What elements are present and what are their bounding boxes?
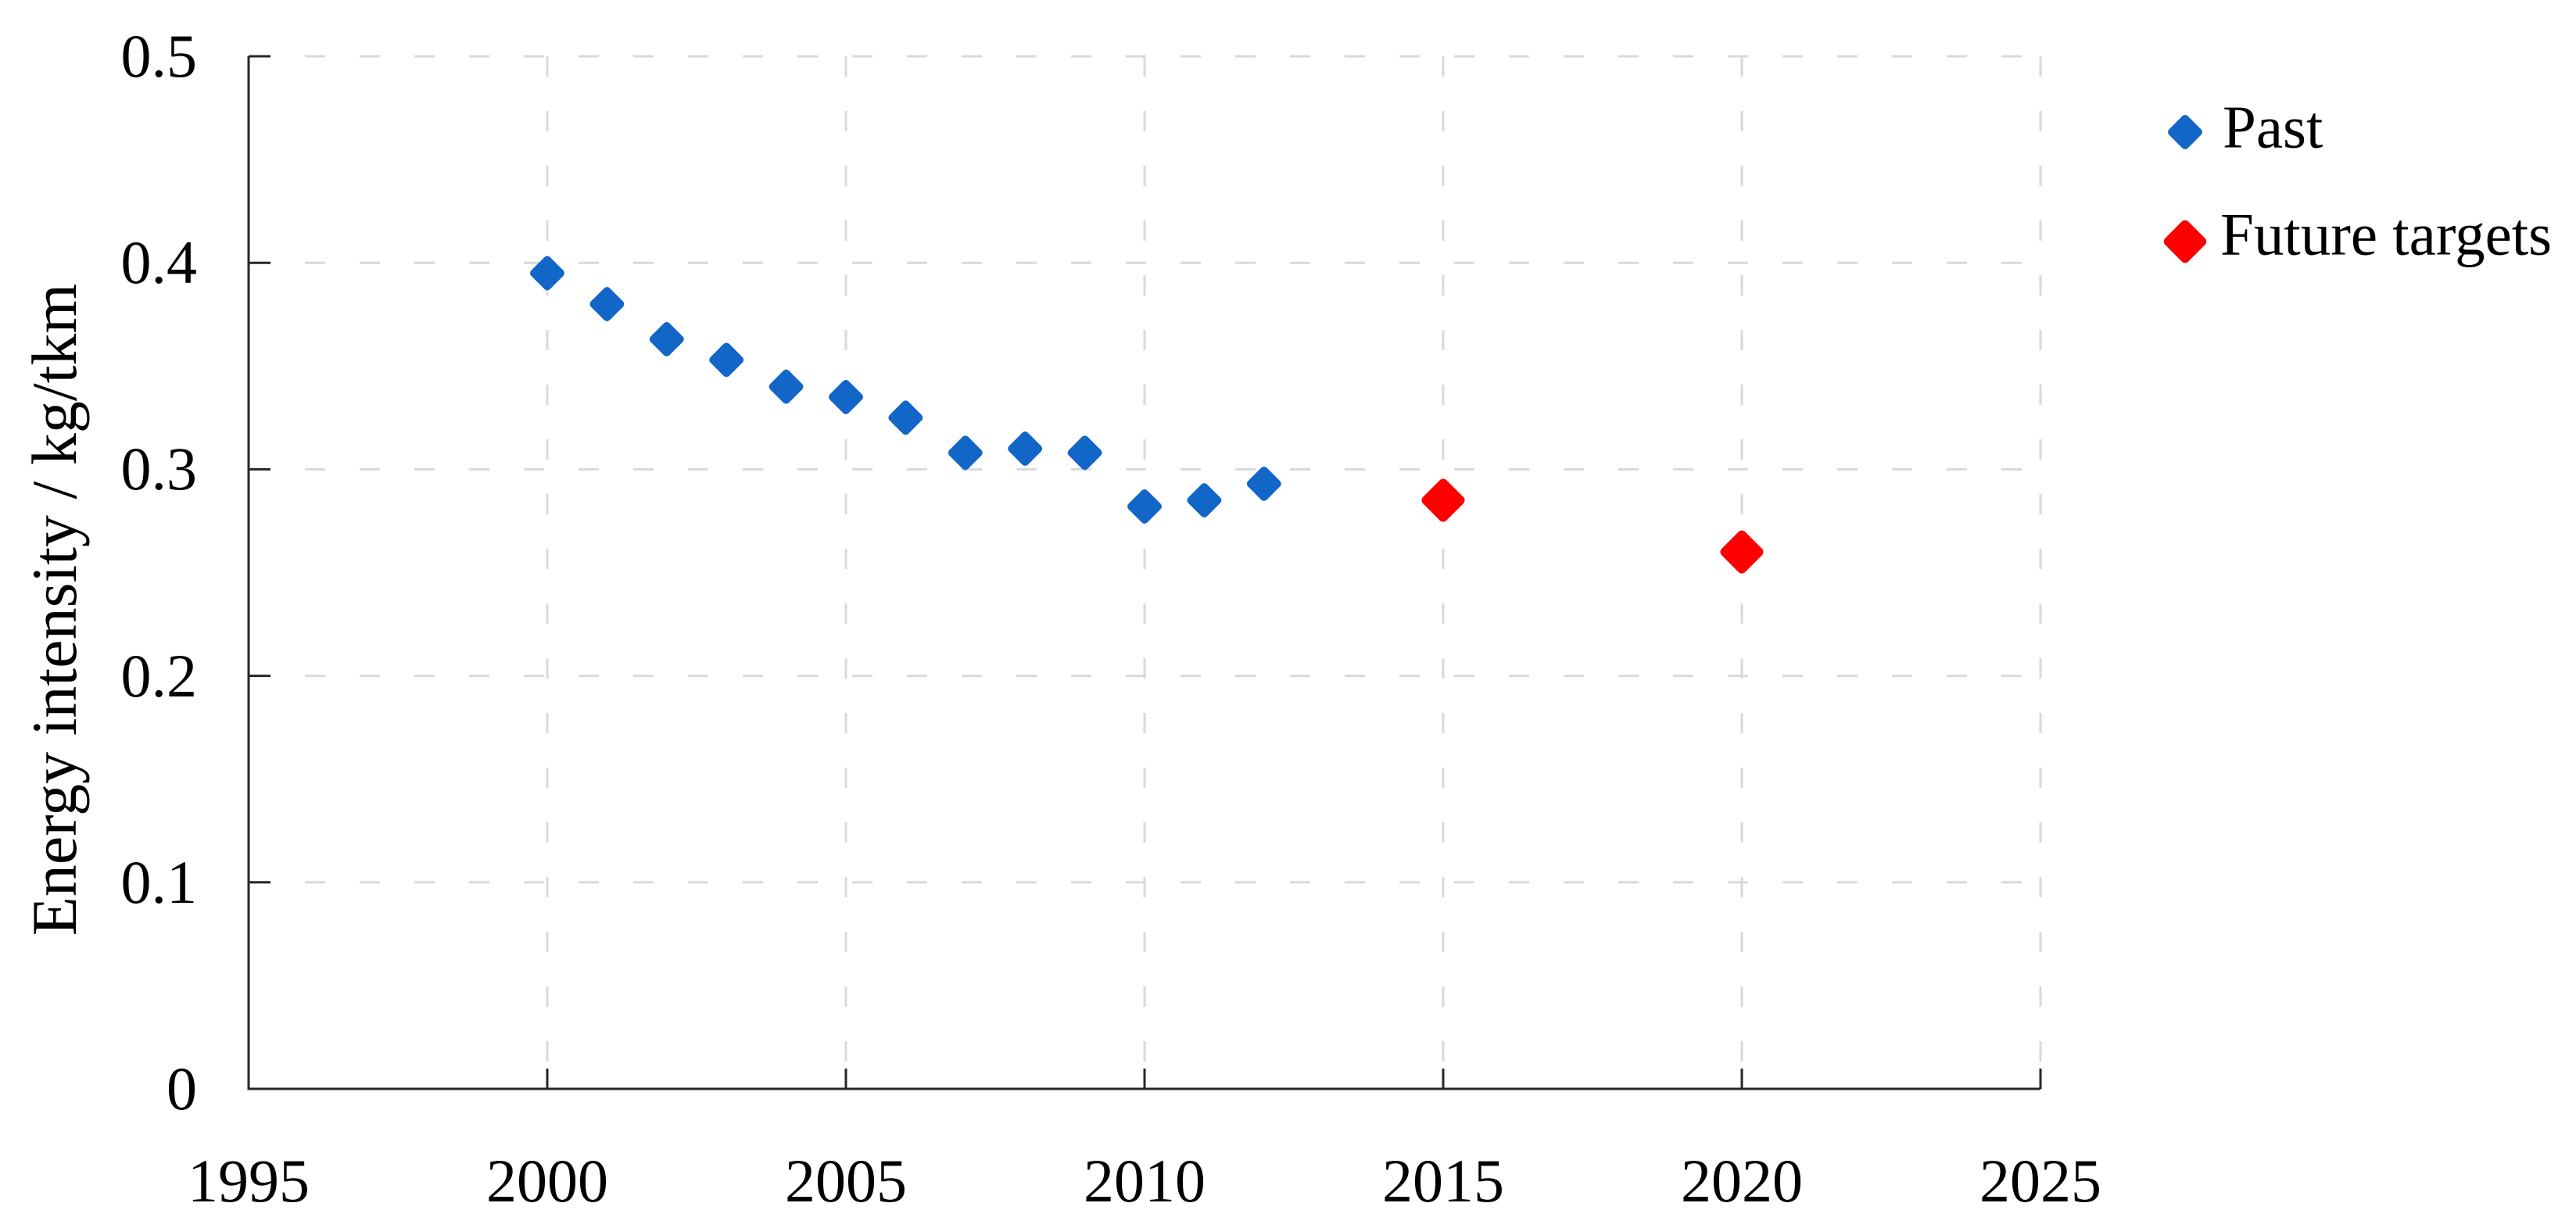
x-tick-label-2005: 2005 bbox=[785, 1147, 907, 1215]
y-tick-label-0.1: 0.1 bbox=[120, 847, 198, 916]
y-tick-label-0.2: 0.2 bbox=[120, 641, 198, 710]
data-point-past-2004 bbox=[769, 369, 804, 404]
data-point-past-2012 bbox=[1246, 466, 1281, 501]
y-tick-label-0.3: 0.3 bbox=[120, 435, 198, 503]
data-point-past-2005 bbox=[829, 380, 863, 414]
data-point-past-2002 bbox=[649, 322, 684, 356]
data-point-past-2010 bbox=[1127, 489, 1162, 524]
data-point-past-2000 bbox=[530, 256, 564, 291]
x-tick-label-2015: 2015 bbox=[1382, 1147, 1504, 1215]
y-tick-label-0: 0 bbox=[167, 1054, 197, 1122]
data-point-future-targets-2020 bbox=[1720, 530, 1764, 574]
data-point-future-targets-2015 bbox=[1421, 478, 1465, 522]
data-point-past-2003 bbox=[709, 342, 744, 378]
x-tick-label-2020: 2020 bbox=[1681, 1147, 1803, 1215]
y-tick-label-0.4: 0.4 bbox=[120, 228, 198, 297]
legend-label-future-targets: Future targets bbox=[2220, 200, 2553, 268]
data-point-past-2008 bbox=[1008, 431, 1043, 466]
data-point-past-2009 bbox=[1067, 435, 1102, 471]
y-axis-title: Energy intensity / kg/tkm bbox=[19, 283, 90, 936]
data-point-past-2011 bbox=[1187, 483, 1222, 517]
data-point-past-2001 bbox=[589, 287, 625, 321]
data-point-past-2006 bbox=[888, 400, 923, 435]
x-tick-label-2010: 2010 bbox=[1084, 1147, 1206, 1215]
x-tick-label-2025: 2025 bbox=[1979, 1147, 2101, 1215]
x-tick-label-2000: 2000 bbox=[486, 1147, 608, 1215]
legend-label-past: Past bbox=[2223, 93, 2323, 161]
x-tick-label-1995: 1995 bbox=[188, 1147, 310, 1215]
data-point-past-2007 bbox=[948, 435, 983, 471]
y-tick-label-0.5: 0.5 bbox=[120, 22, 198, 90]
